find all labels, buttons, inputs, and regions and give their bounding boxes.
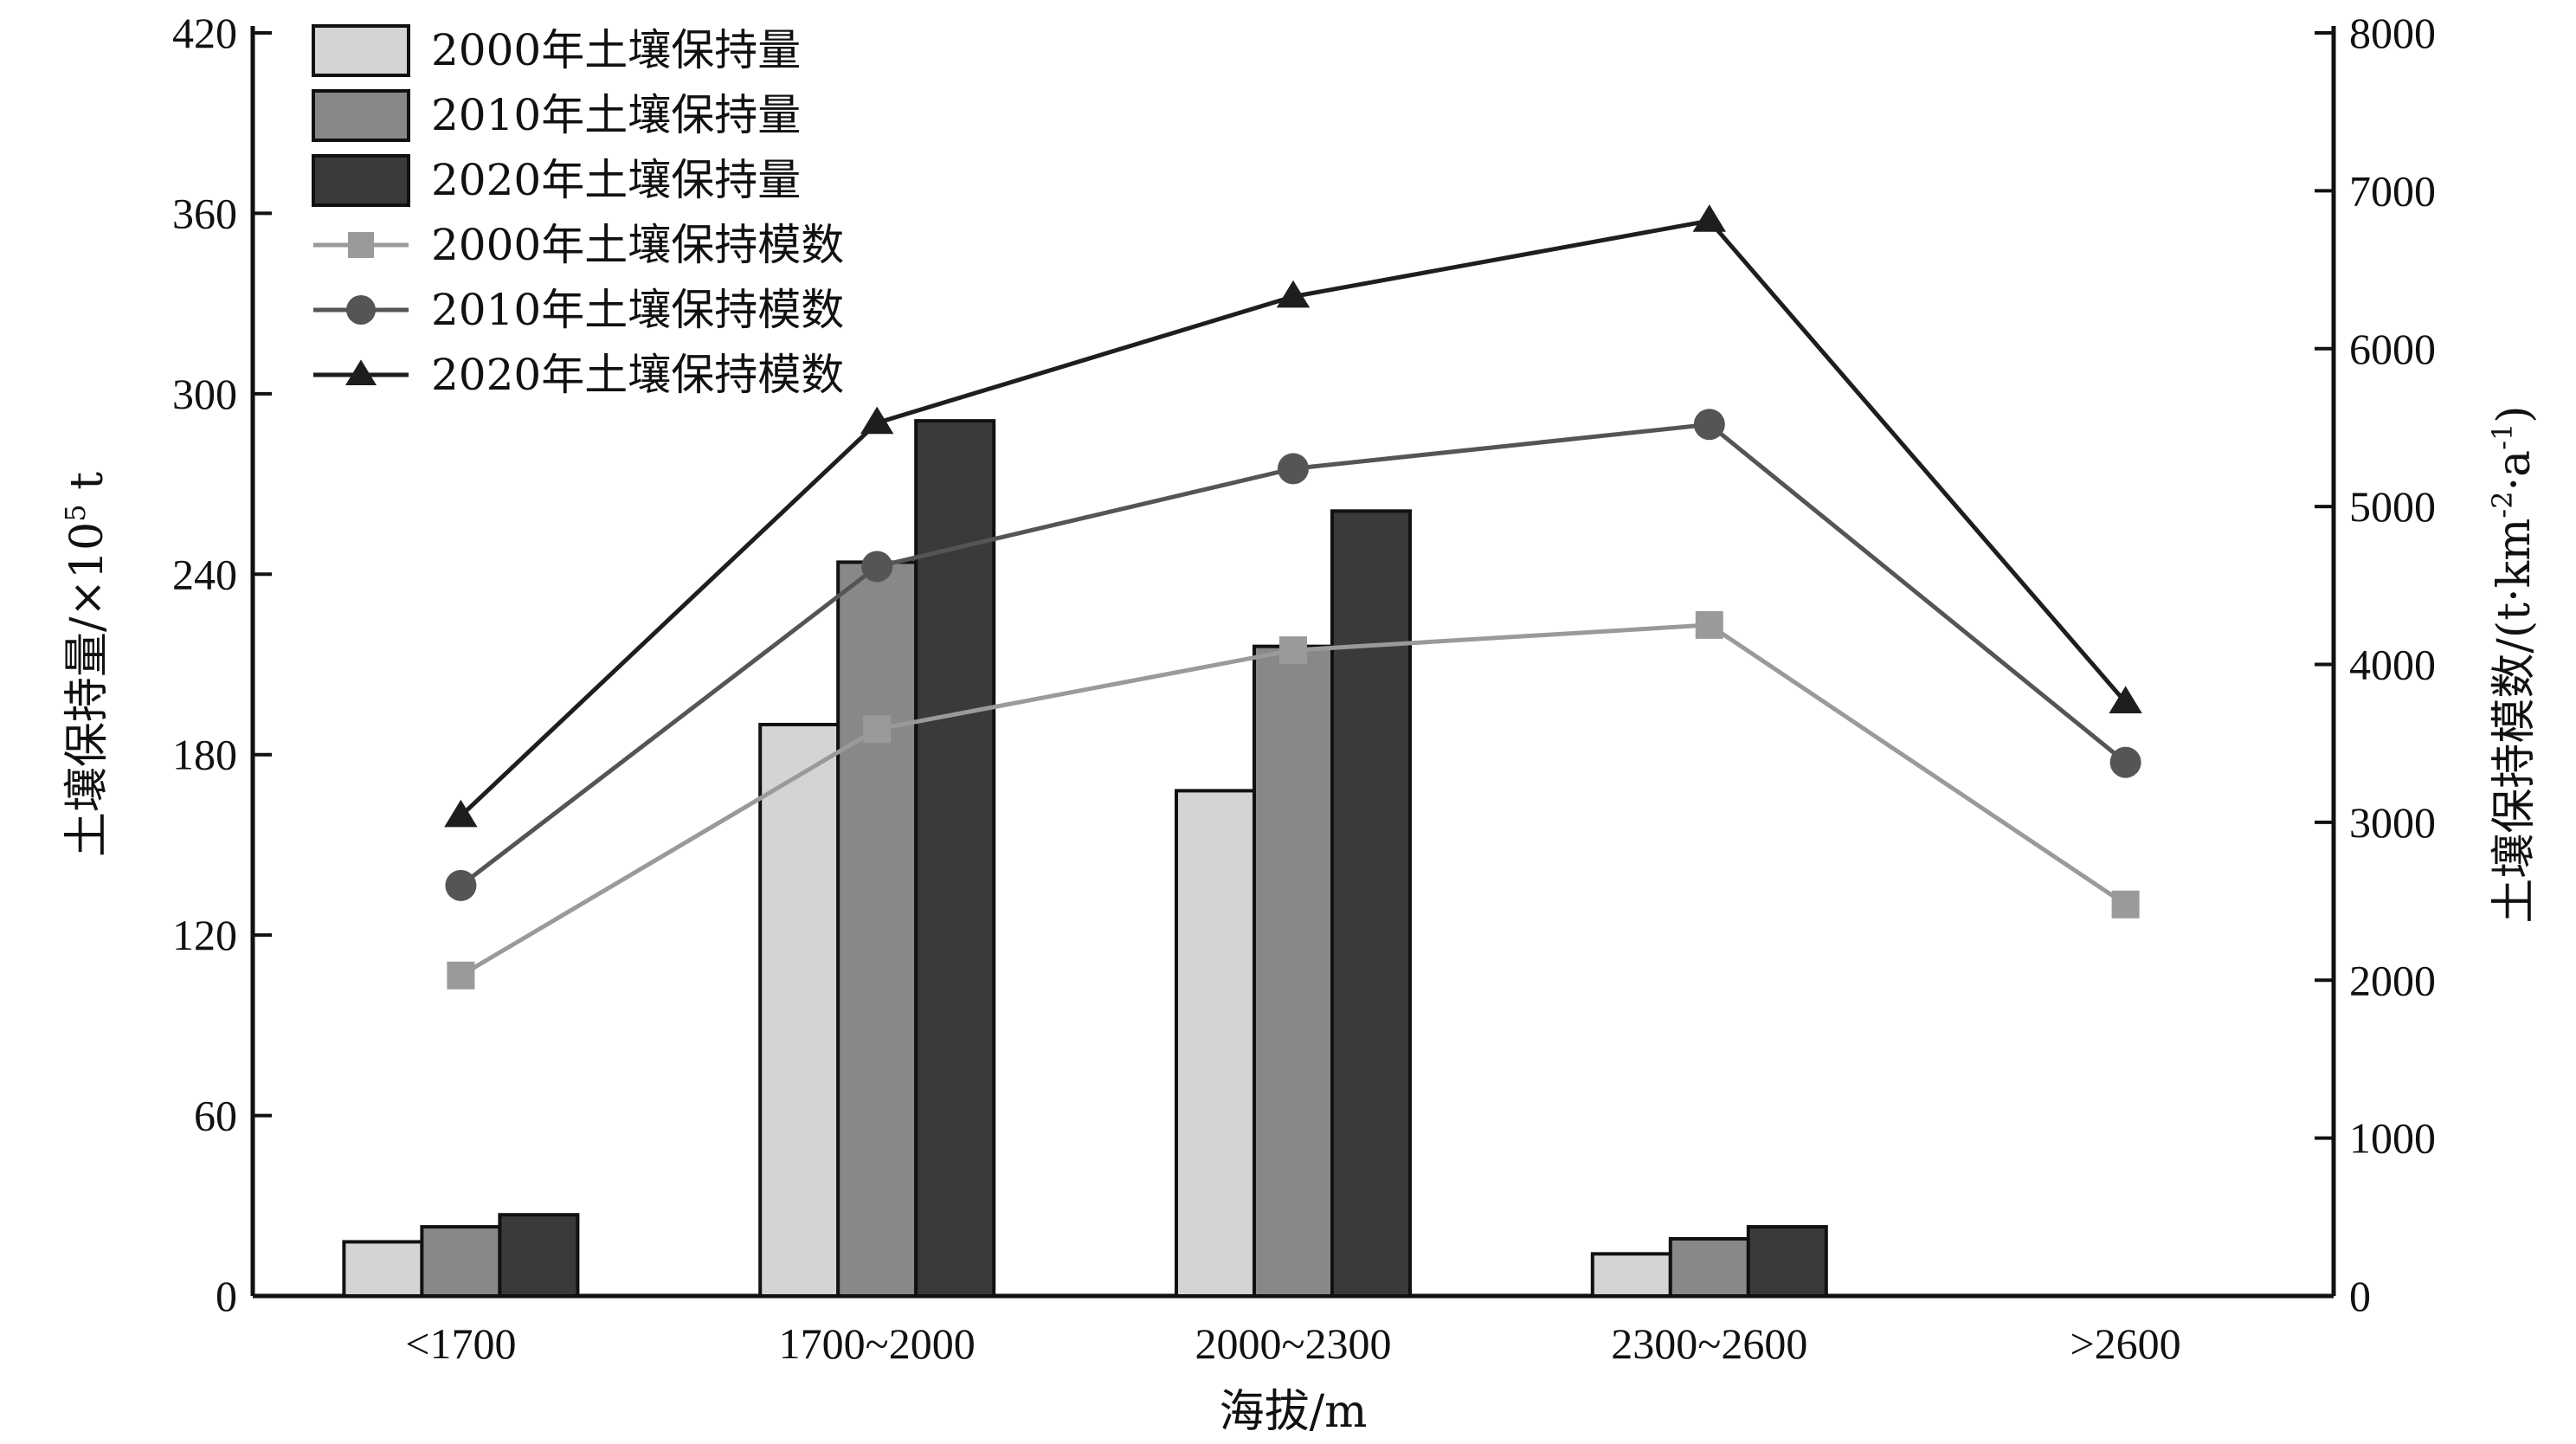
right-y-tick-label: 3000 [2349, 798, 2436, 847]
legend-swatch [312, 89, 410, 142]
left-y-title-unit: t [61, 472, 113, 505]
bar [1253, 644, 1334, 1298]
bar [1175, 789, 1256, 1298]
bar [1330, 509, 1412, 1298]
right-y-title-sup1: -2 [2486, 491, 2519, 518]
line-point [2109, 686, 2142, 714]
x-tick-label: 2300~2600 [1611, 1319, 1807, 1368]
lines [444, 204, 2142, 990]
left-y-tick-label: 0 [216, 1272, 237, 1320]
x-tick-label: >2600 [2070, 1319, 2180, 1368]
x-ticks: <1700 1700~2000 2000~2300 2300~2600 >2600 [405, 1319, 2180, 1368]
left-y-tick-label: 420 [172, 9, 237, 57]
right-y-title-sup2: -1 [2486, 423, 2519, 450]
line-point [860, 406, 894, 435]
bar [1746, 1225, 1828, 1299]
bar [1590, 1252, 1672, 1299]
left-y-tick-label: 240 [172, 550, 237, 598]
right-y-tick-label: 6000 [2349, 325, 2436, 373]
x-axis-title: 海拔/m [1220, 1386, 1368, 1438]
bar [498, 1213, 580, 1299]
bar [420, 1225, 502, 1299]
bar [1668, 1236, 1750, 1298]
legend-swatch [312, 154, 410, 207]
right-y-axis-title: 土壤保持模数/(t·km-2·a-1) [2486, 405, 2541, 923]
right-y-title-main: 土壤保持模数/(t·km [2489, 519, 2541, 924]
left-y-axis-title: 土壤保持量/×105 t [59, 472, 113, 857]
legend-label: 2000年土壤保持模数 [431, 220, 844, 270]
right-y-tick-label: 1000 [2349, 1114, 2436, 1163]
legend-label: 2020年土壤保持模数 [431, 350, 844, 400]
bars [342, 419, 1828, 1299]
left-y-tick-label: 60 [194, 1092, 237, 1140]
right-y-tick-label: 0 [2349, 1272, 2371, 1320]
legend-label: 2020年土壤保持量 [431, 155, 801, 205]
line-point [861, 551, 893, 583]
legend-swatch [312, 24, 410, 77]
line-point [1693, 409, 1725, 441]
right-y-tick-label: 7000 [2349, 166, 2436, 215]
line-point [1695, 610, 1723, 639]
line-point [444, 799, 478, 828]
left-y-title-superscript: 5 [59, 504, 92, 521]
bar [836, 560, 918, 1298]
right-y-tick-label: 5000 [2349, 482, 2436, 531]
bar [342, 1240, 424, 1299]
legend-label: 2010年土壤保持量 [431, 90, 801, 140]
legend-label: 2010年土壤保持模数 [431, 285, 844, 335]
line-point [2109, 746, 2141, 778]
line-point [863, 715, 892, 744]
left-y-tick-label: 360 [172, 189, 237, 237]
legend-label: 2000年土壤保持量 [431, 25, 801, 75]
line-point [1276, 280, 1311, 308]
line-point [1692, 204, 1726, 232]
line-point [1279, 636, 1307, 665]
line-point [345, 359, 377, 385]
right-y-title-mid: ·a [2489, 450, 2541, 492]
left-y-ticks: 0 60 120 180 240 300 360 420 [172, 9, 272, 1320]
line-point [447, 961, 475, 990]
line-point [348, 232, 374, 258]
left-y-tick-label: 300 [172, 370, 237, 418]
left-y-tick-label: 120 [172, 911, 237, 959]
right-y-tick-label: 4000 [2349, 641, 2436, 689]
right-y-tick-label: 2000 [2349, 956, 2436, 1004]
line-point [346, 295, 376, 325]
line-point [445, 869, 477, 901]
line-point [1278, 453, 1309, 485]
right-y-title-end: ) [2489, 405, 2541, 422]
bar [758, 722, 840, 1298]
right-y-tick-label: 8000 [2349, 9, 2436, 57]
right-y-ticks: 0 1000 2000 3000 4000 5000 6000 7000 8000 [2315, 9, 2436, 1320]
x-tick-label: 1700~2000 [779, 1319, 976, 1368]
left-y-title-main: 土壤保持量/×10 [61, 522, 113, 857]
bar [914, 419, 996, 1299]
legend: 2000年土壤保持量 2010年土壤保持量 2020年土壤保持量 2000年土壤保持模… [312, 24, 844, 400]
left-y-tick-label: 180 [172, 731, 237, 779]
x-tick-label: 2000~2300 [1195, 1319, 1391, 1368]
x-tick-label: <1700 [405, 1319, 516, 1368]
line-point [2111, 890, 2140, 919]
